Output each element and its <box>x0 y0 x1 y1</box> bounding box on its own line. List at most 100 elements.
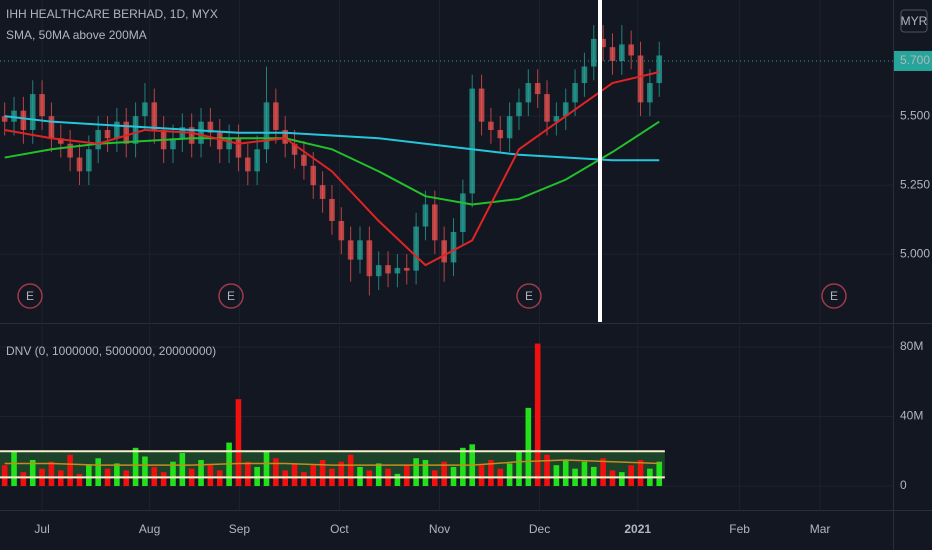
candle-body <box>273 102 279 130</box>
candle <box>619 25 625 75</box>
candle-body <box>170 138 176 150</box>
candle <box>590 25 597 81</box>
volume-bar <box>553 465 560 487</box>
volume-bar <box>516 451 522 487</box>
earnings-label: E <box>26 289 34 303</box>
volume-bar <box>600 458 606 487</box>
candle <box>553 102 560 136</box>
candle <box>301 140 307 180</box>
candle-body <box>329 198 335 222</box>
x-tick-label: Mar <box>810 522 831 536</box>
candle <box>151 88 158 144</box>
candle <box>11 96 17 136</box>
candle <box>310 152 317 199</box>
candle-body <box>656 55 663 84</box>
candle <box>338 207 345 255</box>
candle-body <box>48 116 55 139</box>
candle-body <box>366 240 373 277</box>
candle-body <box>581 66 588 84</box>
candle-body <box>609 47 616 61</box>
last-price-box <box>894 50 932 71</box>
volume-bar <box>48 461 55 487</box>
candle-body <box>95 129 101 150</box>
candle-body <box>104 129 111 139</box>
moving-average <box>4 71 660 267</box>
candle <box>403 254 410 285</box>
candle <box>450 218 457 277</box>
volume-bar <box>581 461 588 487</box>
x-tick-label: Dec <box>529 522 550 536</box>
candle-body <box>216 132 223 150</box>
candle-body <box>422 204 429 227</box>
currency: MYR <box>901 14 928 28</box>
earnings-marker <box>821 283 847 309</box>
candle <box>394 254 401 288</box>
y-tick-label: 80M <box>900 339 923 353</box>
candle <box>319 171 326 213</box>
candle-body <box>11 110 17 122</box>
volume-bar <box>263 451 270 487</box>
last-price-label: 5.700 <box>900 53 930 67</box>
x-tick-label: Feb <box>729 522 750 536</box>
candle <box>525 69 532 117</box>
candle <box>488 107 494 144</box>
candle <box>216 118 223 164</box>
candle <box>375 251 382 290</box>
earnings-label: E <box>830 289 838 303</box>
candle-body <box>497 129 504 139</box>
volume-bar <box>198 459 204 487</box>
volume-title: DNV (0, 1000000, 5000000, 20000000) <box>6 344 216 358</box>
candle <box>422 190 429 241</box>
volume-bar <box>637 459 644 487</box>
candle <box>460 179 466 246</box>
marks <box>0 25 893 487</box>
candle <box>244 143 251 186</box>
candle-body <box>86 149 92 172</box>
candle-body <box>235 138 242 158</box>
candle-body <box>385 265 391 274</box>
candle <box>637 41 644 117</box>
candle <box>254 135 260 186</box>
volume-bar <box>628 465 634 487</box>
earnings-marker <box>17 283 43 309</box>
candle <box>628 30 634 70</box>
candle-body <box>254 149 260 172</box>
volume-bar <box>160 472 167 487</box>
volume-average <box>4 459 660 466</box>
volume-bar <box>291 463 298 487</box>
candle-body <box>310 165 317 186</box>
candle <box>413 212 419 285</box>
candle-body <box>413 226 419 271</box>
volume-bar <box>488 459 494 487</box>
candle <box>516 88 522 130</box>
volume-bar <box>422 459 429 487</box>
candle-body <box>478 88 485 122</box>
candle <box>29 80 36 144</box>
chart-title: IHH HEALTHCARE BERHAD, 1D, MYX <box>6 7 218 21</box>
candle-body <box>319 185 326 199</box>
candle-body <box>544 94 550 122</box>
candle-body <box>123 121 130 144</box>
candle <box>609 33 616 75</box>
candle <box>385 251 391 288</box>
volume-bar <box>179 453 186 487</box>
y-tick-label: 0 <box>900 478 907 492</box>
candle-body <box>198 121 204 144</box>
candle <box>207 107 214 147</box>
earnings-label: E <box>525 289 533 303</box>
candle <box>329 185 335 235</box>
volume-bar <box>170 461 176 487</box>
volume-bar <box>619 472 625 487</box>
volume-bar <box>460 447 466 487</box>
volume-bar <box>413 458 419 487</box>
volume-bar <box>478 465 485 487</box>
candle <box>67 129 73 172</box>
volume-bar <box>86 465 92 487</box>
volume-bar <box>132 447 139 487</box>
volume-bar <box>375 463 382 487</box>
x-tick-label: Oct <box>330 522 349 536</box>
candle <box>506 102 513 153</box>
candle <box>347 226 354 282</box>
candle <box>656 41 663 97</box>
